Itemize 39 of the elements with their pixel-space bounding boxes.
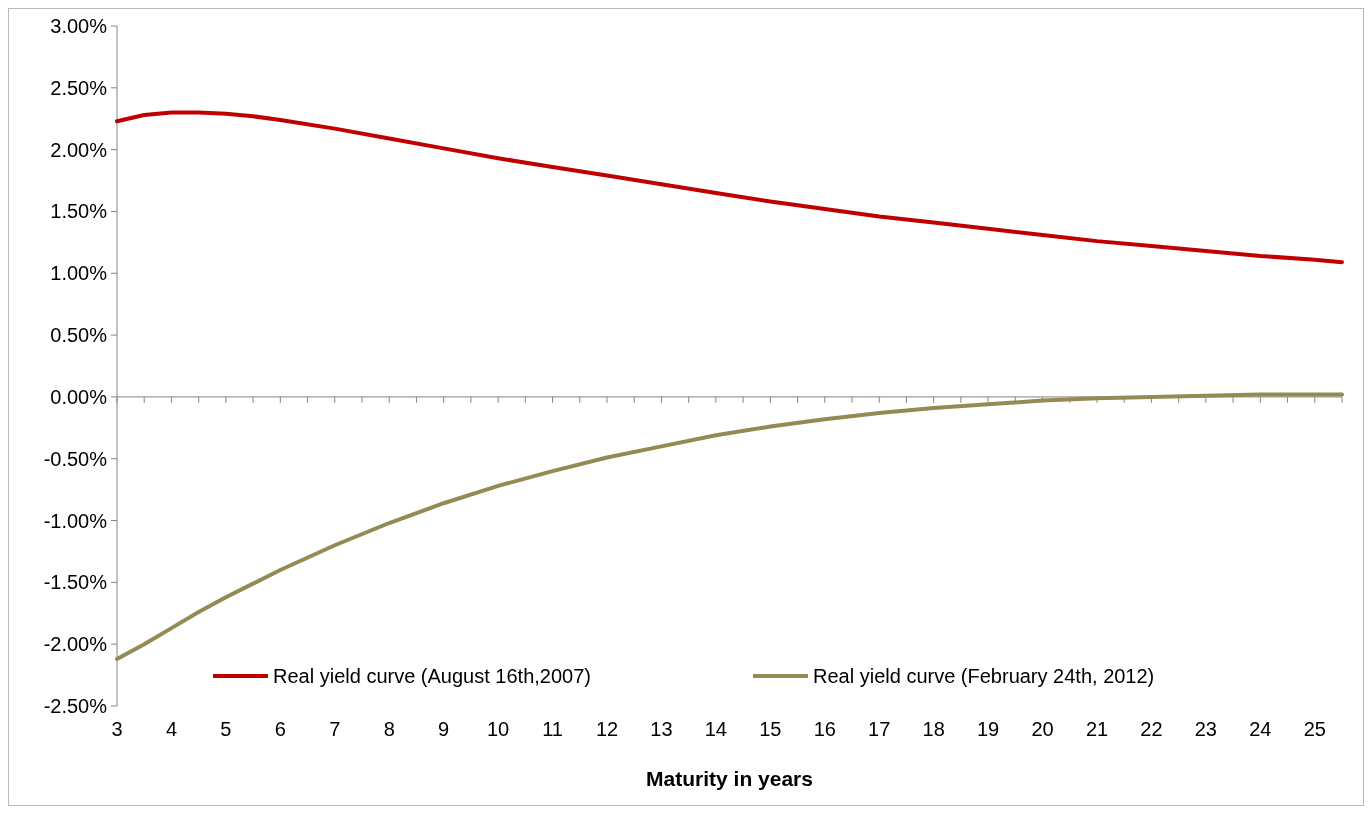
x-tick-label: 6	[274, 718, 286, 740]
y-tick-label: 1.00%	[50, 262, 108, 285]
x-tick-label: 10	[486, 718, 510, 740]
x-axis-title: Maturity in years	[646, 767, 813, 790]
y-tick-label: -0.50%	[43, 447, 108, 470]
y-tick-label: -1.00%	[43, 509, 108, 532]
y-tick-label: -1.50%	[43, 571, 108, 594]
x-tick-label: 21	[1085, 718, 1109, 740]
x-tick-label: 25	[1303, 718, 1326, 740]
x-tick-label: 3	[111, 718, 123, 740]
x-tick-label: 19	[976, 718, 1000, 740]
x-tick-label: 8	[383, 718, 395, 740]
x-tick-label: 18	[922, 718, 945, 740]
legend-label: Real yield curve (August 16th,2007)	[273, 665, 591, 687]
x-tick-label: 20	[1031, 718, 1054, 740]
x-tick-label: 22	[1140, 718, 1163, 740]
y-tick-label: 2.50%	[50, 76, 108, 99]
x-tick-label: 5	[220, 718, 232, 740]
x-tick-label: 12	[595, 718, 619, 740]
y-tick-label: 3.00%	[50, 15, 108, 37]
line-series	[115, 110, 1344, 265]
y-tick-label: -2.50%	[43, 695, 108, 717]
x-tick-label: 23	[1194, 718, 1218, 740]
x-tick-label: 13	[650, 718, 673, 740]
x-tick-label: 4	[165, 718, 178, 740]
x-tick-label: 15	[759, 718, 782, 740]
y-tick-label: 1.50%	[50, 200, 108, 223]
x-tick-label: 24	[1249, 718, 1272, 740]
x-tick-label: 14	[704, 718, 728, 740]
y-tick-label: 0.50%	[50, 324, 108, 347]
y-tick-label: 2.00%	[50, 138, 108, 161]
y-tick-label: 0.00%	[50, 385, 108, 408]
x-tick-label: 9	[438, 718, 450, 740]
y-tick-label: -2.00%	[43, 633, 108, 656]
legend-label: Real yield curve (February 24th, 2012)	[813, 665, 1155, 687]
x-tick-label: 11	[542, 718, 563, 740]
x-tick-label: 7	[329, 718, 341, 740]
x-tick-label: 17	[868, 718, 891, 740]
x-tick-label: 16	[813, 718, 836, 740]
